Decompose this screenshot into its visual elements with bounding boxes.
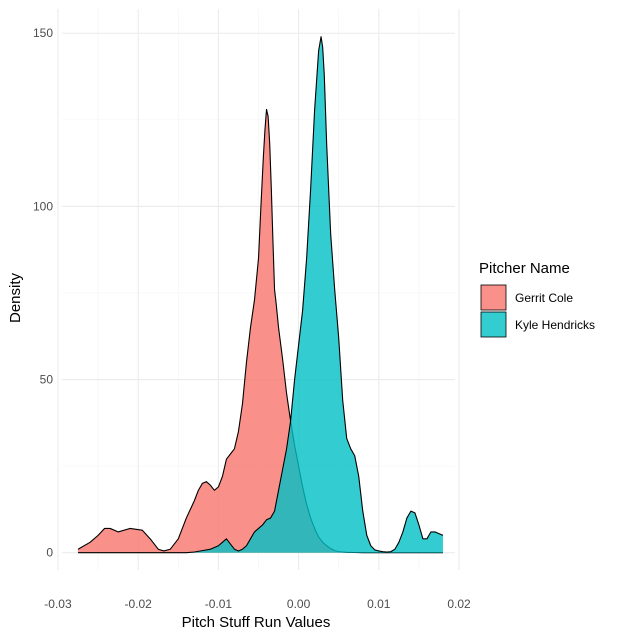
grid-lines bbox=[57, 9, 460, 570]
legend-title: Pitcher Name bbox=[479, 260, 570, 277]
x-tick-label: -0.03 bbox=[44, 597, 72, 611]
y-axis-ticks: 0 50 100 150 bbox=[33, 26, 53, 559]
density-areas bbox=[77, 36, 444, 554]
x-tick-label: 0.02 bbox=[447, 597, 471, 611]
x-tick-label: 0.00 bbox=[287, 597, 311, 611]
y-tick-label: 50 bbox=[40, 373, 54, 387]
legend-swatch-kyle-hendricks bbox=[480, 311, 507, 338]
legend: Pitcher Name Gerrit Cole Kyle Hendricks bbox=[479, 260, 595, 338]
x-axis-title: Pitch Stuff Run Values bbox=[182, 614, 331, 631]
legend-label-kyle-hendricks: Kyle Hendricks bbox=[515, 318, 595, 332]
x-axis-ticks: -0.03 -0.02 -0.01 0.00 0.01 0.02 bbox=[44, 597, 471, 611]
y-tick-label: 0 bbox=[46, 546, 53, 560]
x-tick-label: -0.01 bbox=[205, 597, 233, 611]
y-tick-label: 150 bbox=[33, 26, 53, 40]
x-tick-label: -0.02 bbox=[125, 597, 153, 611]
density-outline-kyle-hendricks bbox=[78, 36, 444, 554]
density-area-gerrit-cole bbox=[78, 109, 443, 553]
x-tick-label: 0.01 bbox=[367, 597, 391, 611]
y-tick-label: 100 bbox=[33, 199, 53, 213]
legend-swatch-gerrit-cole bbox=[480, 284, 507, 311]
y-axis-title: Density bbox=[7, 272, 24, 323]
legend-label-gerrit-cole: Gerrit Cole bbox=[515, 291, 573, 305]
